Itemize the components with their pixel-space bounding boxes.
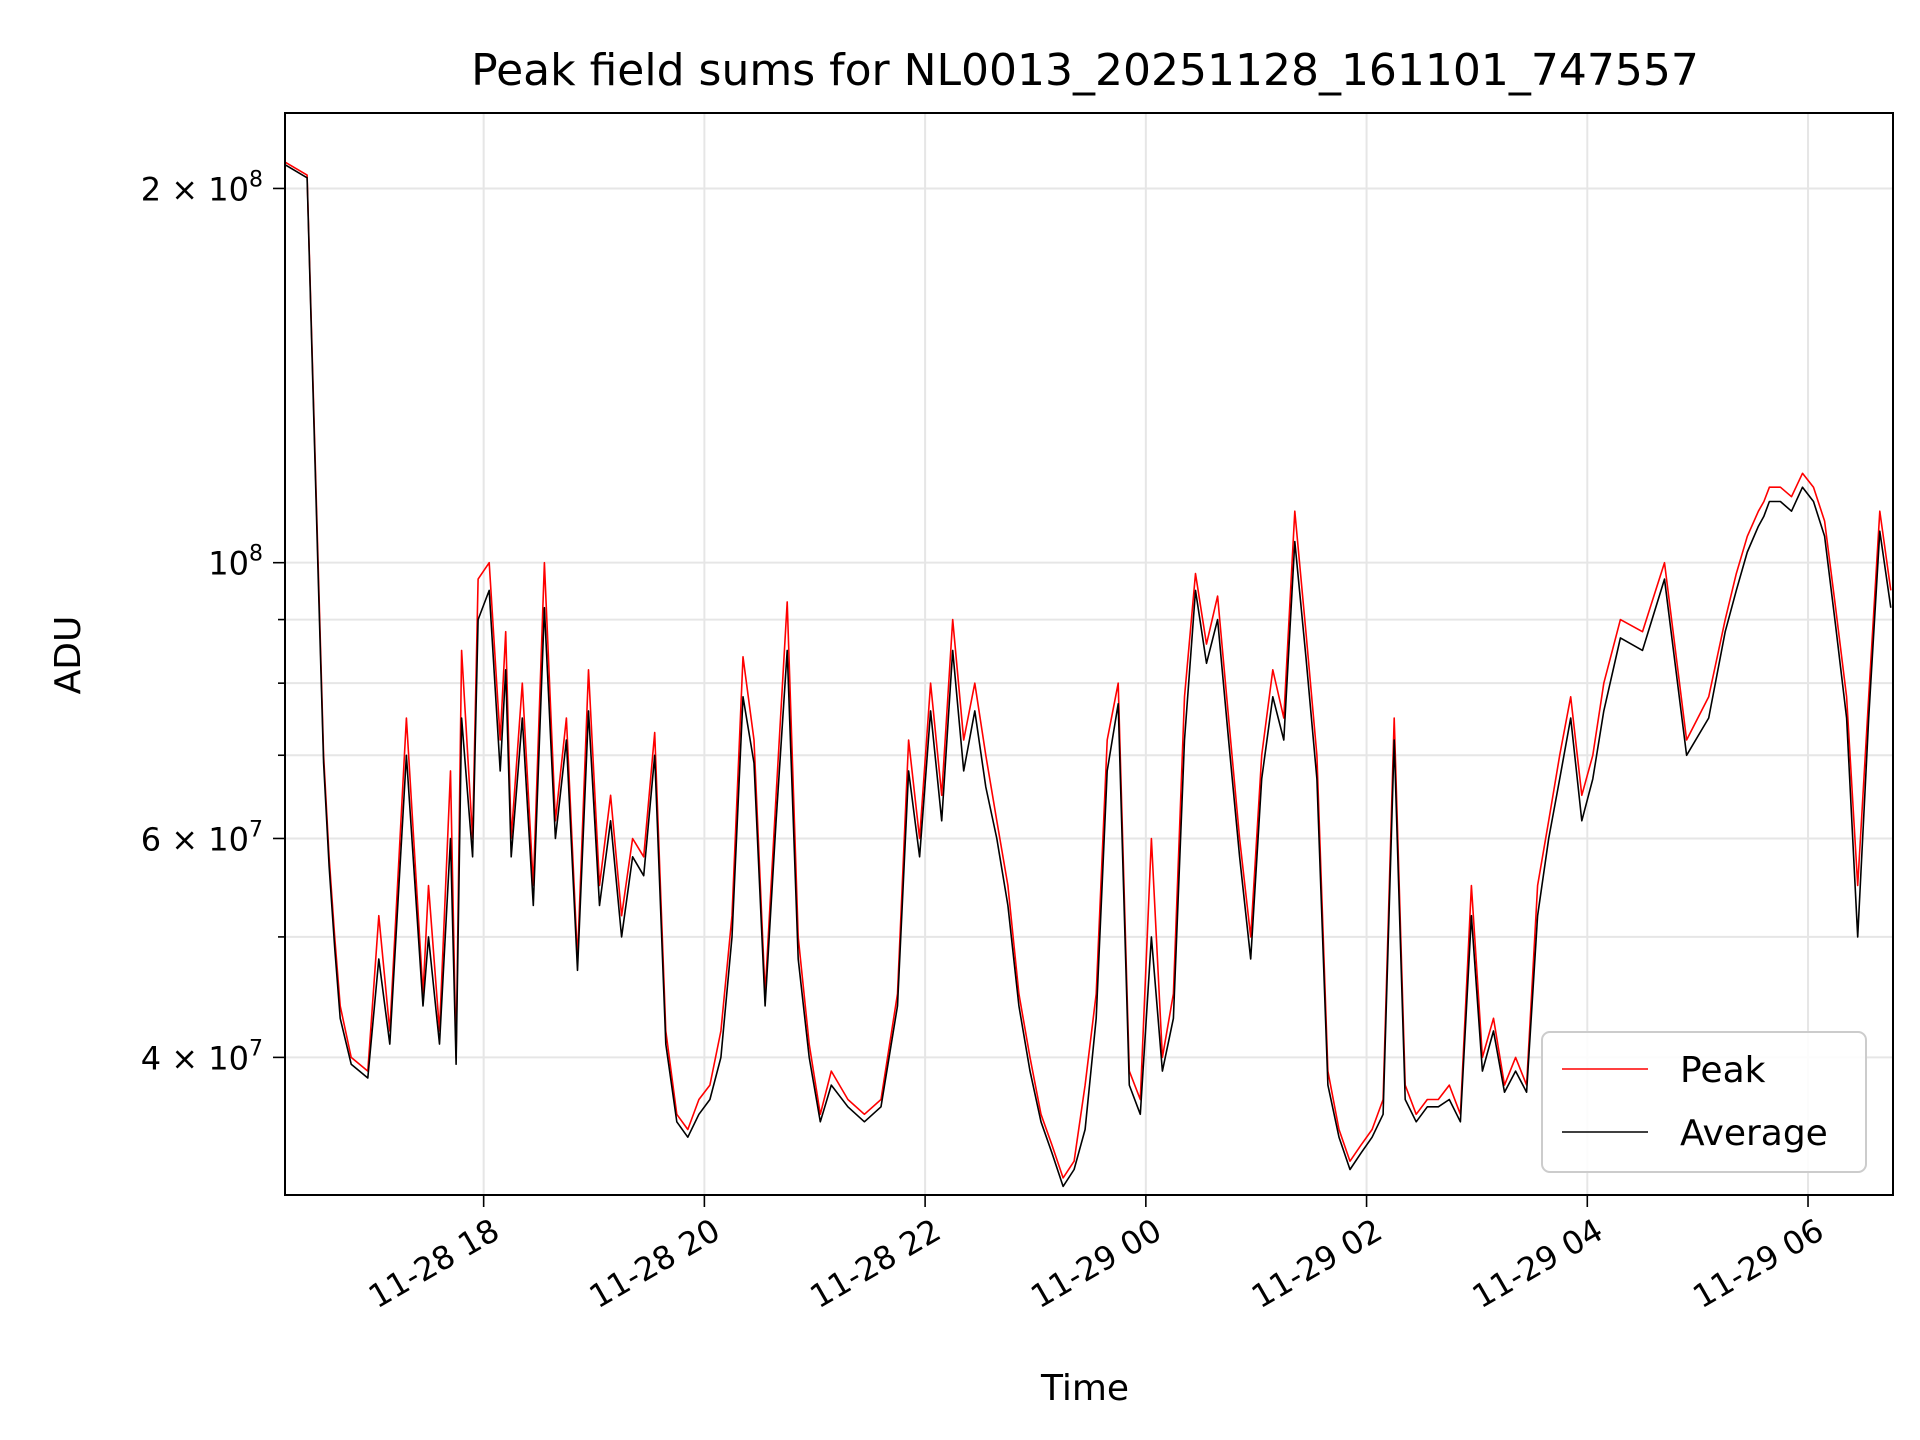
y-tick-base: 2 × 10 — [141, 170, 249, 208]
y-axis-label: ADU — [48, 616, 89, 695]
y-tick-exponent: 7 — [249, 1036, 263, 1061]
y-tick-label: 4 × 107 — [141, 1036, 263, 1077]
legend: Peak Average — [1541, 1031, 1867, 1173]
legend-box — [1541, 1031, 1867, 1173]
y-tick-exponent: 8 — [249, 542, 263, 567]
y-tick-label: 2 × 108 — [141, 167, 263, 208]
chart-title: Peak field sums for NL0013_20251128_1611… — [471, 45, 1699, 96]
y-tick-exponent: 8 — [249, 167, 263, 192]
y-tick-label: 108 — [208, 542, 263, 583]
legend-peak-label: Peak — [1680, 1050, 1766, 1091]
y-tick-label: 6 × 107 — [141, 817, 263, 858]
y-tick-base: 10 — [208, 545, 249, 583]
y-tick-base: 4 × 10 — [141, 1039, 249, 1077]
x-axis-label: Time — [1040, 1368, 1129, 1409]
series-line-average — [285, 164, 1892, 1188]
legend-average-label: Average — [1680, 1113, 1828, 1154]
plot-frame — [284, 112, 1894, 1196]
y-tick-exponent: 7 — [249, 817, 263, 842]
grid — [285, 113, 1893, 1195]
series-line-peak — [285, 161, 1892, 1179]
y-tick-base: 6 × 10 — [141, 820, 249, 858]
series-layer — [285, 161, 1892, 1188]
